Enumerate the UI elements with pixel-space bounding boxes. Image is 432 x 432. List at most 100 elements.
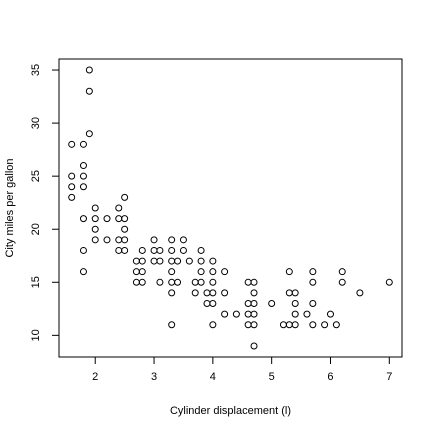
data-point <box>332 321 340 329</box>
data-point <box>209 278 217 286</box>
points-layer <box>68 66 393 350</box>
data-point <box>68 172 76 180</box>
data-point <box>321 321 329 329</box>
data-point <box>303 310 311 318</box>
data-point <box>168 236 176 244</box>
data-point <box>244 278 252 286</box>
data-point <box>85 87 93 95</box>
data-point <box>250 289 258 297</box>
data-point <box>168 289 176 297</box>
data-point <box>244 300 252 308</box>
data-point <box>244 310 252 318</box>
data-point <box>168 278 176 286</box>
data-point <box>79 140 87 148</box>
y-tick-label: 30 <box>30 117 42 129</box>
data-point <box>179 246 187 254</box>
x-tick-label: 4 <box>210 371 216 383</box>
data-point <box>221 289 229 297</box>
data-point <box>209 268 217 276</box>
data-point <box>209 300 217 308</box>
x-axis-label: Cylinder displacement (l) <box>170 405 291 417</box>
data-point <box>150 257 158 265</box>
data-point <box>91 236 99 244</box>
data-point <box>309 321 317 329</box>
data-point <box>309 268 317 276</box>
data-point <box>168 246 176 254</box>
data-point <box>174 257 182 265</box>
data-point <box>121 236 129 244</box>
data-point <box>115 246 123 254</box>
data-point <box>168 321 176 329</box>
data-point <box>326 310 334 318</box>
data-point <box>115 236 123 244</box>
data-point <box>79 215 87 223</box>
data-point <box>221 268 229 276</box>
x-tick-label: 3 <box>151 371 157 383</box>
data-point <box>121 193 129 201</box>
data-point <box>68 140 76 148</box>
data-point <box>203 289 211 297</box>
data-point <box>309 300 317 308</box>
data-point <box>291 300 299 308</box>
y-axis-label: City miles per gallon <box>4 158 16 257</box>
x-tick-label: 2 <box>92 371 98 383</box>
data-point <box>121 215 129 223</box>
data-point <box>279 321 287 329</box>
data-point <box>132 257 140 265</box>
data-point <box>150 246 158 254</box>
data-point <box>79 172 87 180</box>
data-point <box>197 246 205 254</box>
data-point <box>150 236 158 244</box>
data-point <box>250 342 258 350</box>
data-point <box>132 278 140 286</box>
x-tick-label: 7 <box>386 371 392 383</box>
data-point <box>250 310 258 318</box>
data-point <box>285 268 293 276</box>
data-point <box>338 278 346 286</box>
y-tick-label: 15 <box>30 276 42 288</box>
data-point <box>121 225 129 233</box>
data-point <box>221 310 229 318</box>
y-tick-label: 10 <box>30 329 42 341</box>
data-point <box>250 300 258 308</box>
data-point <box>232 310 240 318</box>
y-tick-label: 35 <box>30 64 42 76</box>
data-point <box>68 193 76 201</box>
data-point <box>356 289 364 297</box>
data-point <box>197 268 205 276</box>
data-point <box>156 257 164 265</box>
data-point <box>191 278 199 286</box>
data-point <box>338 268 346 276</box>
data-point <box>285 289 293 297</box>
data-point <box>85 66 93 74</box>
data-point <box>156 278 164 286</box>
data-point <box>250 278 258 286</box>
data-point <box>268 300 276 308</box>
data-point <box>85 130 93 138</box>
data-point <box>138 257 146 265</box>
data-point <box>79 162 87 170</box>
data-point <box>174 278 182 286</box>
y-axis: 10 15 20 25 30 35 <box>30 64 60 341</box>
data-point <box>91 215 99 223</box>
data-point <box>115 204 123 212</box>
x-tick-label: 6 <box>327 371 333 383</box>
data-point <box>138 268 146 276</box>
y-tick-label: 20 <box>30 223 42 235</box>
data-point <box>115 215 123 223</box>
data-point <box>250 321 258 329</box>
data-point <box>191 289 199 297</box>
data-point <box>185 257 193 265</box>
data-point <box>91 225 99 233</box>
data-point <box>285 321 293 329</box>
data-point <box>138 246 146 254</box>
data-point <box>385 278 393 286</box>
data-point <box>103 236 111 244</box>
data-point <box>203 300 211 308</box>
data-point <box>68 183 76 191</box>
y-tick-label: 25 <box>30 170 42 182</box>
data-point <box>179 236 187 244</box>
x-tick-label: 5 <box>269 371 275 383</box>
